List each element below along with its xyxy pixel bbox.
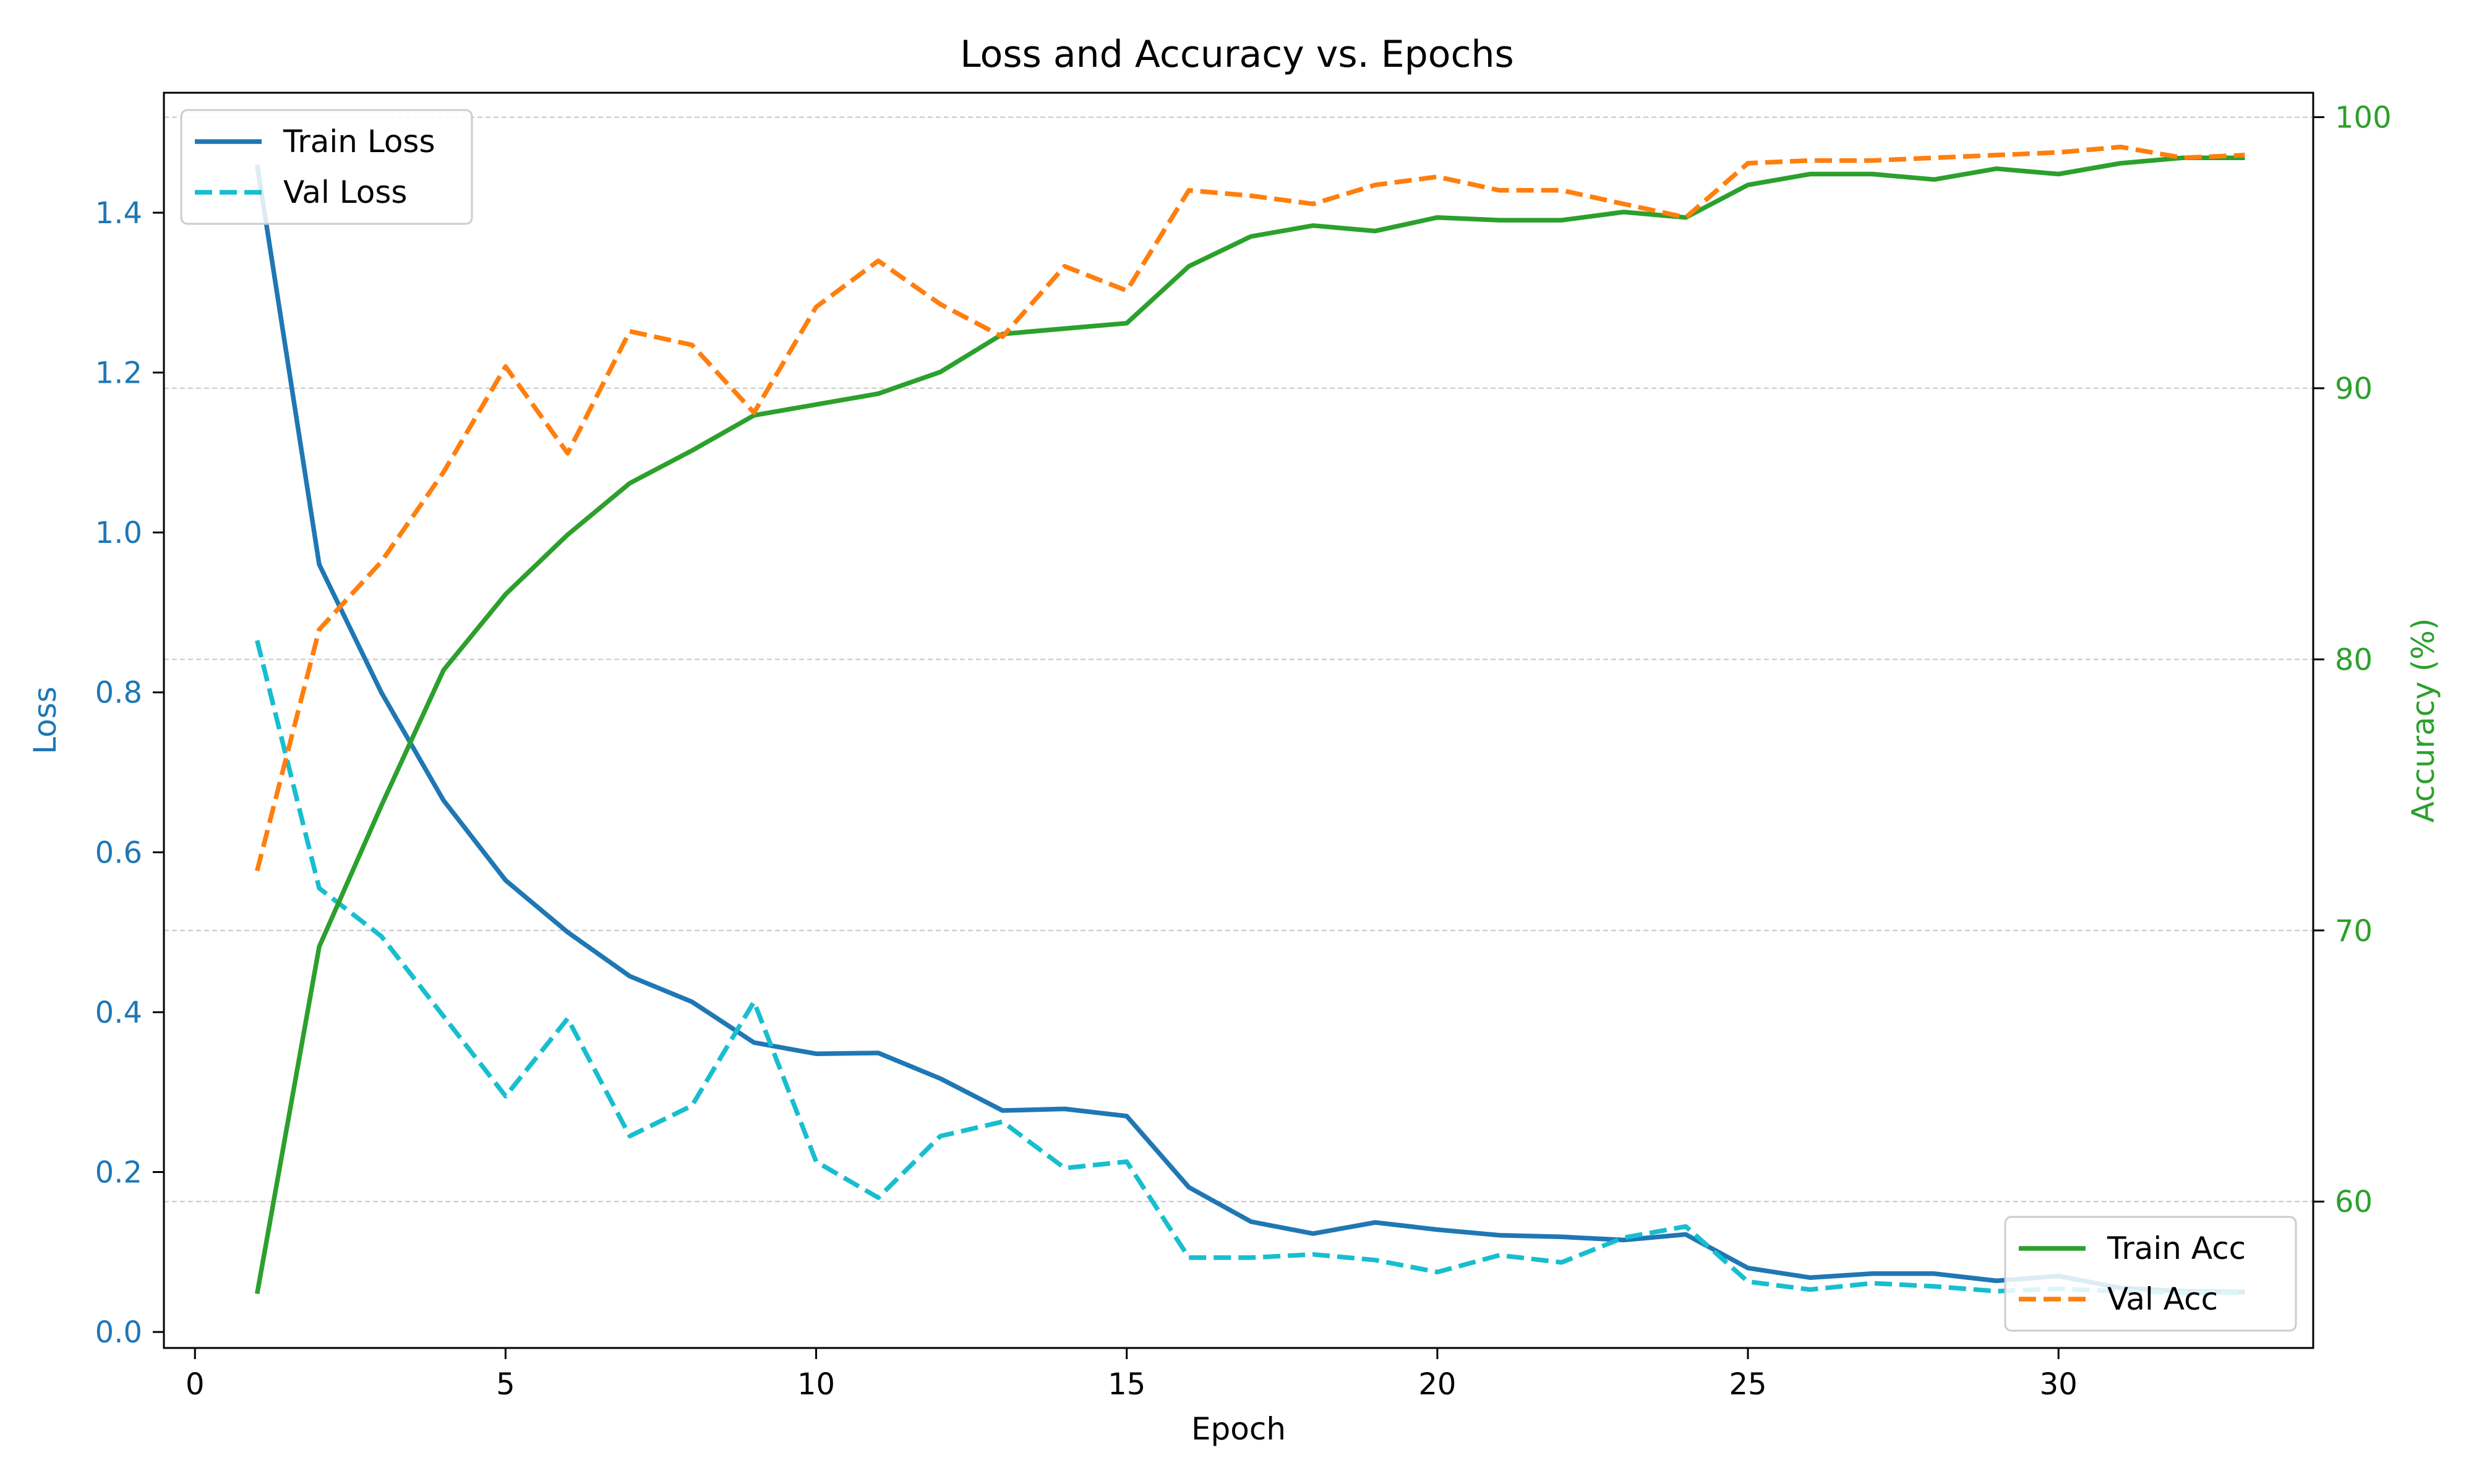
x-tick-label: 5: [496, 1367, 515, 1402]
y-axis-left: 0.0 0.2 0.4 0.6 0.8 1.0 1.2 1.4: [95, 196, 164, 1350]
legend-label: Train Acc: [2107, 1230, 2246, 1266]
y-left-tick-label: 0.0: [95, 1315, 142, 1350]
y-axis-left-label: Loss: [27, 686, 63, 754]
y-right-tick-label: 90: [2335, 372, 2373, 406]
series-lines: [254, 144, 2245, 1295]
plot-area-frame: [163, 92, 2314, 1349]
x-tick-label: 0: [186, 1367, 205, 1402]
y-axis-right: 60 70 80 90 100: [2313, 100, 2392, 1219]
x-axis-label: Epoch: [1191, 1411, 1286, 1447]
legend-lower-right: Train Acc Val Acc: [2004, 1216, 2297, 1332]
x-tick-label: 20: [1418, 1367, 1456, 1402]
series-line-train-acc: [255, 155, 2245, 1294]
y-right-tick-label: 80: [2335, 642, 2373, 677]
legend-label: Val Loss: [283, 174, 407, 210]
chart-title: Loss and Accuracy vs. Epochs: [960, 33, 1514, 76]
legends: Train Loss Val Loss Train Acc Val Acc: [180, 109, 2297, 1332]
x-axis: 0 5 10 15 20 25 30: [186, 1348, 2078, 1402]
y-left-tick-label: 0.4: [95, 996, 142, 1030]
x-tick-label: 10: [797, 1367, 835, 1402]
y-left-tick-label: 1.4: [95, 196, 142, 231]
series-line-train-loss: [254, 164, 2245, 1295]
y-right-tick-label: 60: [2335, 1185, 2373, 1219]
y-right-tick-label: 70: [2335, 914, 2373, 949]
y-axis-right-label: Accuracy (%): [2405, 618, 2441, 823]
y-left-tick-label: 0.2: [95, 1156, 142, 1190]
series-line-val-acc: [255, 144, 2245, 872]
legend-label: Val Acc: [2107, 1281, 2218, 1317]
x-tick-label: 30: [2040, 1367, 2078, 1402]
series-line-val-loss: [255, 639, 2245, 1295]
legend-label: Train Loss: [283, 124, 435, 160]
x-tick-label: 15: [1108, 1367, 1145, 1402]
y-left-tick-label: 1.2: [95, 356, 142, 391]
y-left-tick-label: 1.0: [95, 516, 142, 550]
x-tick-label: 25: [1729, 1367, 1767, 1402]
legend-upper-left: Train Loss Val Loss: [180, 109, 473, 225]
legend-box: [2004, 1216, 2297, 1332]
legend-box: [180, 109, 473, 225]
y-right-tick-label: 100: [2335, 100, 2392, 135]
y-left-tick-label: 0.6: [95, 835, 142, 870]
y-left-tick-label: 0.8: [95, 676, 142, 710]
